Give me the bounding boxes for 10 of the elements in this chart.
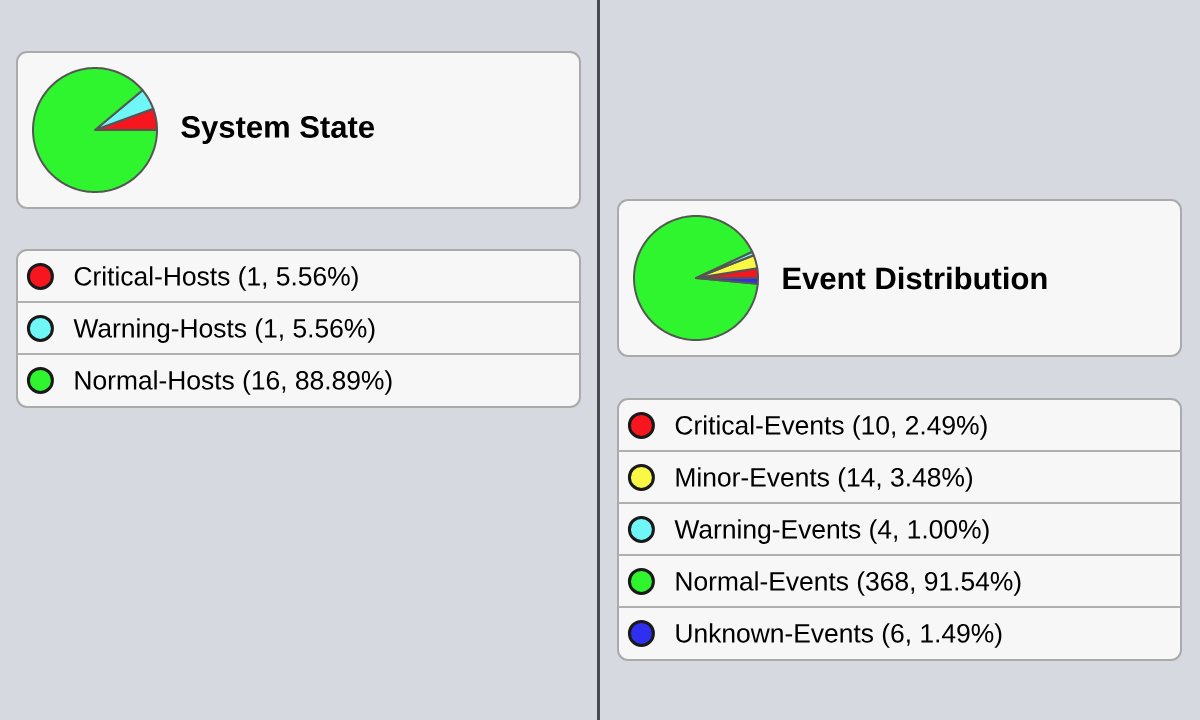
- legend-label: Minor-Events (14, 3.48%): [676, 467, 973, 492]
- text: System State: [181, 115, 374, 145]
- legend-label: Critical-Hosts (1, 5.56%): [74, 266, 358, 291]
- legend-label: Warning-Events (4, 1.00%): [674, 519, 989, 544]
- legend-label: Critical-Events (10, 2.49%): [675, 415, 987, 440]
- text: Event Distribution: [783, 266, 1047, 290]
- legend-label: Normal-Hosts (16, 88.89%): [75, 370, 392, 395]
- legend-label: Unknown-Events (6, 1.49%): [676, 623, 1002, 648]
- legend-label: Normal-Events (368, 91.54%): [676, 571, 1021, 596]
- legend-label: Warning-Hosts (1, 5.56%): [73, 318, 375, 343]
